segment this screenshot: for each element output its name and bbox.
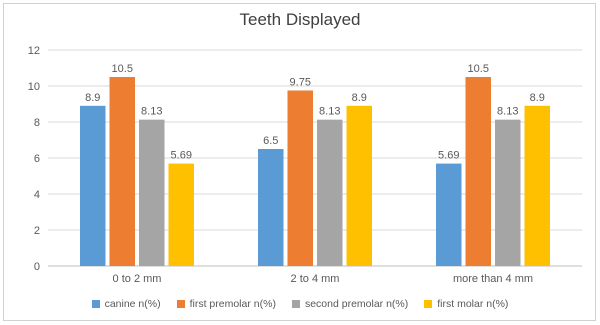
data-label: 6.5 bbox=[263, 135, 278, 147]
y-tick-label: 10 bbox=[28, 81, 40, 93]
bar-first-premolar bbox=[287, 90, 313, 266]
bar-first-premolar bbox=[109, 77, 135, 266]
data-label: 8.9 bbox=[530, 92, 545, 104]
x-tick-label: 2 to 4 mm bbox=[291, 273, 340, 285]
data-label: 5.69 bbox=[171, 150, 192, 162]
bar-first-premolar bbox=[465, 77, 491, 266]
data-label: 8.13 bbox=[319, 106, 340, 118]
data-label: 10.5 bbox=[112, 63, 133, 75]
data-label: 8.13 bbox=[497, 106, 518, 118]
x-tick-label: more than 4 mm bbox=[453, 273, 533, 285]
legend-label: second premolar n(%) bbox=[304, 298, 409, 310]
y-tick-label: 12 bbox=[28, 45, 40, 57]
y-tick-label: 4 bbox=[34, 189, 40, 201]
chart-title: Teeth Displayed bbox=[239, 10, 361, 29]
legend-label: first premolar n(%) bbox=[189, 298, 276, 310]
legend-swatch bbox=[291, 300, 300, 308]
data-label: 5.69 bbox=[438, 150, 459, 162]
legend-label: first molar n(%) bbox=[437, 298, 509, 310]
legend-item: first premolar n(%) bbox=[176, 298, 276, 310]
bar-second-premolar bbox=[139, 119, 165, 266]
bar-first-molar bbox=[168, 163, 194, 266]
legend-swatch bbox=[424, 300, 433, 308]
bar-first-molar bbox=[346, 105, 372, 266]
legend-swatch bbox=[176, 300, 185, 308]
data-label: 10.5 bbox=[468, 63, 489, 75]
legend-swatch bbox=[91, 300, 100, 308]
bar-canine bbox=[258, 149, 284, 266]
data-label: 8.9 bbox=[352, 92, 367, 104]
data-label: 8.9 bbox=[85, 92, 100, 104]
data-label: 8.13 bbox=[141, 106, 162, 118]
bar-second-premolar bbox=[495, 119, 521, 266]
bar-canine bbox=[80, 105, 106, 266]
chart-legend: canine n(%) first premolar n(%) second pre… bbox=[0, 298, 600, 310]
y-tick-label: 2 bbox=[34, 225, 40, 237]
data-label: 9.75 bbox=[290, 77, 311, 89]
legend-label: canine n(%) bbox=[104, 298, 161, 310]
x-tick-label: 0 to 2 mm bbox=[113, 273, 162, 285]
y-tick-label: 6 bbox=[34, 153, 40, 165]
bar-canine bbox=[436, 163, 462, 266]
y-tick-label: 8 bbox=[34, 117, 40, 129]
bar-first-molar bbox=[524, 105, 550, 266]
legend-item: first molar n(%) bbox=[424, 298, 508, 310]
bar-second-premolar bbox=[317, 119, 343, 266]
legend-item: second premolar n(%) bbox=[291, 298, 409, 310]
legend-item: canine n(%) bbox=[91, 298, 161, 310]
y-tick-label: 0 bbox=[34, 261, 40, 273]
